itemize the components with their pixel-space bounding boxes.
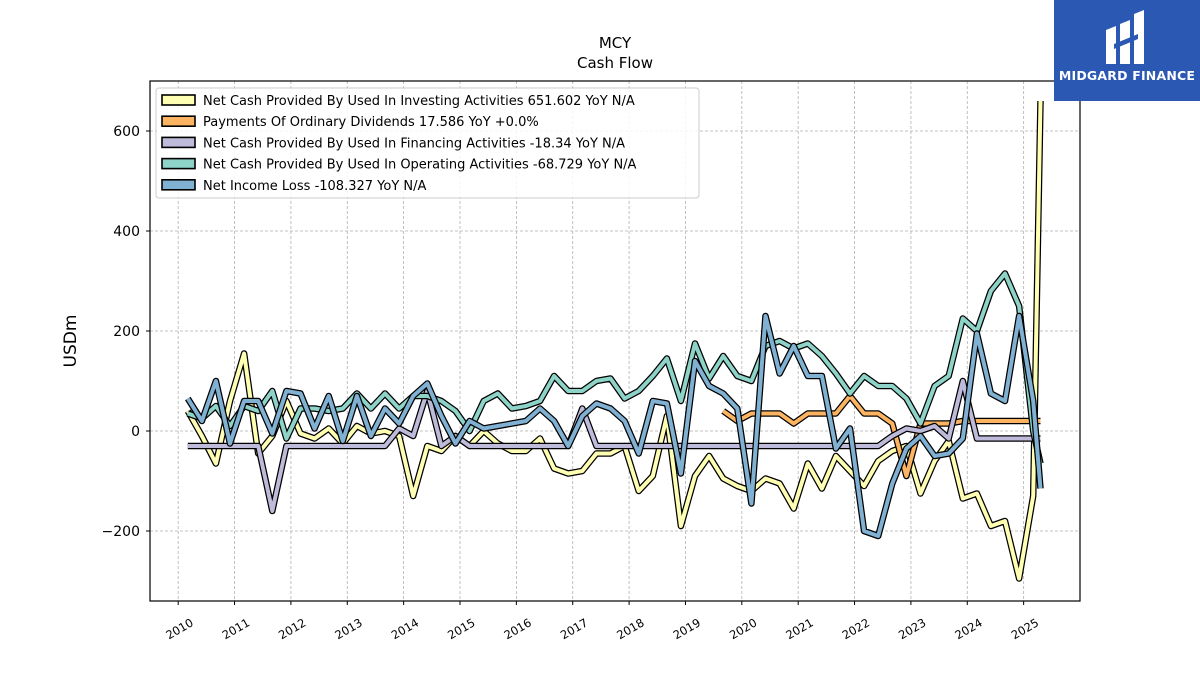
y-tick-label: 400 bbox=[113, 224, 140, 240]
x-tick-label: 2018 bbox=[614, 615, 646, 642]
legend-entry-label: Net Cash Provided By Used In Financing A… bbox=[203, 136, 625, 151]
x-tick-label: 2019 bbox=[671, 615, 703, 642]
midgard-finance-logo: MIDGARD FINANCE bbox=[1054, 0, 1200, 101]
legend-box bbox=[155, 87, 700, 199]
x-tick-label: 2024 bbox=[952, 615, 984, 642]
series-line-stroke bbox=[186, 314, 1043, 538]
series-line bbox=[185, 312, 1044, 540]
logo-mark-icon bbox=[1106, 10, 1144, 64]
legend-swatch bbox=[161, 136, 196, 149]
series-line bbox=[721, 392, 1041, 480]
x-tick-label: 2010 bbox=[163, 615, 195, 642]
x-ticks: 2010 2011 2012 2013 2014 2015 2016 2017 2018 2019… bbox=[163, 601, 1041, 642]
legend-entry-label: Net Income Loss -108.327 YoY N/A bbox=[203, 179, 426, 194]
legend-entry-label: Net Cash Provided By Used In Investing A… bbox=[203, 94, 635, 109]
logo-text: MIDGARD FINANCE bbox=[1058, 68, 1196, 83]
x-tick-label: 2016 bbox=[502, 615, 534, 642]
x-tick-label: 2011 bbox=[220, 615, 252, 642]
chart-subtitle: Cash Flow bbox=[577, 54, 653, 72]
y-tick-label: 600 bbox=[113, 124, 140, 140]
x-tick-label: 2015 bbox=[445, 615, 477, 642]
x-tick-label: 2025 bbox=[1009, 615, 1041, 642]
legend-swatch bbox=[161, 179, 196, 191]
x-tick-label: 2013 bbox=[332, 615, 364, 642]
x-tick-label: 2017 bbox=[558, 615, 590, 642]
x-tick-label: 2022 bbox=[840, 615, 872, 642]
x-tick-label: 2012 bbox=[276, 615, 308, 642]
legend-swatch bbox=[161, 157, 196, 170]
legend-entry-label: Net Cash Provided By Used In Operating A… bbox=[203, 158, 637, 173]
legend-swatch bbox=[161, 94, 196, 106]
plot-frame bbox=[149, 80, 1081, 602]
chart-title: MCY bbox=[599, 34, 632, 52]
x-tick-label: 2021 bbox=[783, 615, 815, 642]
x-tick-label: 2023 bbox=[896, 615, 928, 642]
y-ticks: −200 0 200 400 600 bbox=[102, 124, 150, 540]
legend: Net Cash Provided By Used In Investing A… bbox=[155, 87, 700, 199]
series-line-stroke bbox=[187, 379, 1041, 513]
legend-swatch bbox=[161, 115, 196, 127]
y-axis-label: USDm bbox=[61, 315, 81, 368]
y-tick-label: 0 bbox=[131, 424, 140, 440]
y-tick-label: 200 bbox=[113, 324, 140, 340]
x-tick-label: 2020 bbox=[727, 615, 759, 642]
legend-entry-label: Payments Of Ordinary Dividends 17.586 Yo… bbox=[203, 115, 539, 130]
x-tick-label: 2014 bbox=[389, 615, 421, 642]
series-line-stroke bbox=[722, 394, 1041, 478]
series-lines bbox=[184, 100, 1044, 582]
y-tick-label: −200 bbox=[102, 524, 140, 540]
series-line bbox=[187, 377, 1041, 515]
